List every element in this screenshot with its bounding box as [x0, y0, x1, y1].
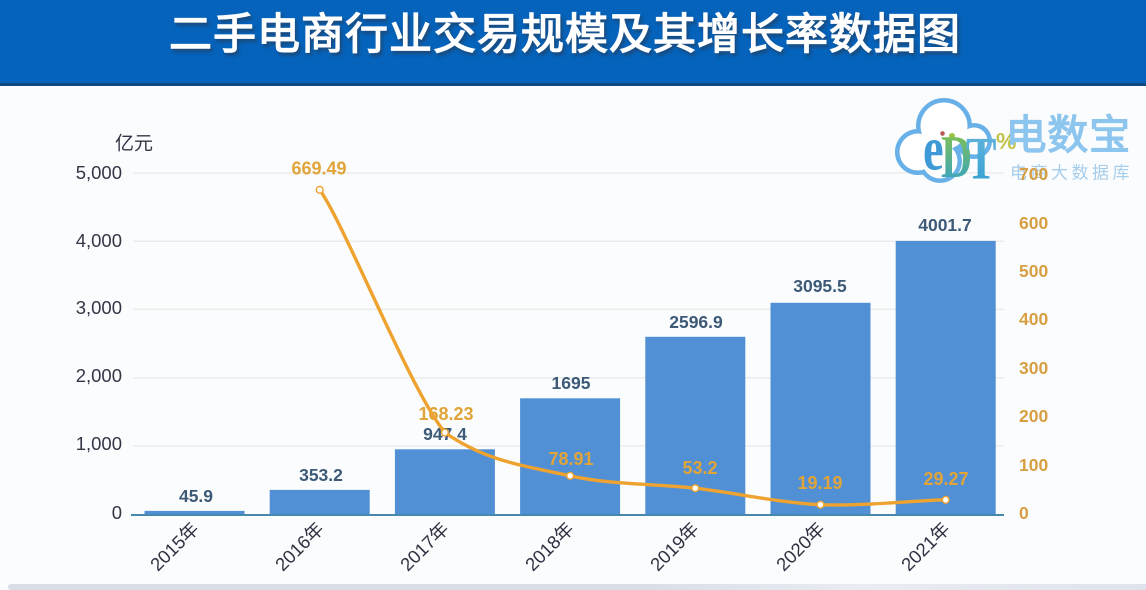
svg-text:4001.7: 4001.7 [918, 215, 972, 235]
svg-text:1,000: 1,000 [76, 433, 122, 454]
svg-text:29.27: 29.27 [923, 469, 968, 489]
svg-text:0: 0 [112, 502, 122, 523]
svg-text:2017年: 2017年 [396, 518, 453, 575]
svg-text:2596.9: 2596.9 [669, 312, 723, 332]
svg-text:168.23: 168.23 [418, 404, 473, 424]
svg-text:300: 300 [1019, 358, 1048, 378]
svg-text:2016年: 2016年 [271, 518, 328, 575]
svg-text:78.91: 78.91 [548, 449, 593, 469]
svg-text:5,000: 5,000 [76, 162, 122, 183]
svg-text:2018年: 2018年 [521, 518, 578, 575]
svg-text:1695: 1695 [552, 373, 591, 393]
svg-text:500: 500 [1019, 261, 1048, 281]
svg-text:45.9: 45.9 [179, 486, 213, 506]
svg-text:353.2: 353.2 [299, 465, 343, 485]
svg-text:T: T [966, 126, 996, 192]
svg-text:19.19: 19.19 [797, 473, 842, 493]
svg-text:2021年: 2021年 [897, 518, 954, 575]
svg-text:53.2: 53.2 [682, 458, 717, 478]
svg-text:2015年: 2015年 [146, 518, 203, 575]
svg-text:700: 700 [1019, 164, 1048, 184]
svg-text:100: 100 [1019, 455, 1048, 475]
svg-text:3095.5: 3095.5 [793, 276, 847, 296]
svg-text:3,000: 3,000 [76, 297, 122, 318]
svg-text:669.49: 669.49 [291, 159, 346, 179]
svg-text:4,000: 4,000 [76, 230, 122, 251]
svg-text:e: e [923, 114, 944, 183]
svg-text:400: 400 [1019, 309, 1048, 329]
svg-text:亿元: 亿元 [115, 133, 153, 155]
svg-text:0: 0 [1019, 503, 1029, 523]
svg-text:2,000: 2,000 [76, 365, 122, 386]
svg-text:电数宝: 电数宝 [1006, 112, 1131, 158]
svg-text:2020年: 2020年 [772, 518, 829, 575]
svg-text:电商大数据库: 电商大数据库 [1010, 164, 1133, 183]
svg-text:2019年: 2019年 [646, 518, 703, 575]
svg-text:%: % [996, 128, 1016, 154]
svg-text:D: D [941, 124, 972, 191]
svg-text:600: 600 [1019, 213, 1048, 233]
svg-text:200: 200 [1019, 406, 1048, 426]
